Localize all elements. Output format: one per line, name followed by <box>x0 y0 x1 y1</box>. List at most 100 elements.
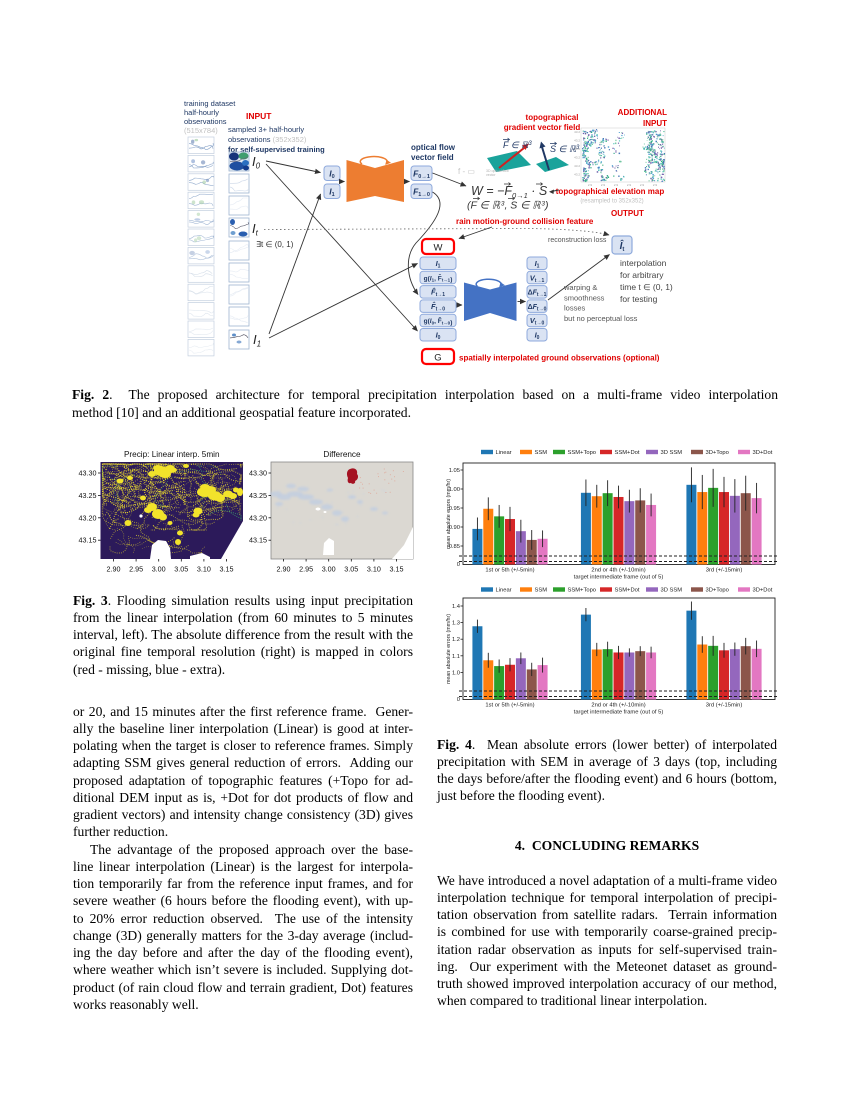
svg-text:43.2: 43.2 <box>574 156 580 160</box>
svg-text:Linear: Linear <box>496 588 512 594</box>
svg-text:It: It <box>252 221 259 238</box>
svg-text:I1: I1 <box>253 332 261 349</box>
svg-text:0.90: 0.90 <box>449 525 460 531</box>
svg-text:1st or 5th (+/-5min): 1st or 5th (+/-5min) <box>485 568 534 574</box>
svg-text:I0: I0 <box>252 154 261 171</box>
svg-text:(resampled to 352x352): (resampled to 352x352) <box>580 199 643 205</box>
svg-text:Linear: Linear <box>496 450 512 456</box>
svg-text:INPUT: INPUT <box>246 111 272 121</box>
svg-text:43.20: 43.20 <box>79 513 97 522</box>
svg-text:for self-supervised training: for self-supervised training <box>228 145 325 154</box>
svg-text:0: 0 <box>457 562 460 568</box>
svg-text:3.15: 3.15 <box>390 565 404 574</box>
svg-text:F̂t→1: F̂t→1 <box>431 287 445 298</box>
svg-text:(F ∈ ℝ3, S ∈ ℝ3): (F ∈ ℝ3, S ∈ ℝ3) <box>467 200 549 212</box>
svg-text:f - ▭: f - ▭ <box>458 167 475 176</box>
svg-text:0: 0 <box>457 697 460 703</box>
svg-text:target intermediate frame (out: target intermediate frame (out of 5) <box>574 575 664 581</box>
svg-text:3.10: 3.10 <box>197 565 211 574</box>
svg-text:2.9: 2.9 <box>653 183 658 187</box>
svg-text:Difference: Difference <box>323 450 361 459</box>
svg-text:losses: losses <box>564 304 586 313</box>
svg-text:half-hourly: half-hourly <box>184 108 219 117</box>
svg-text:2.9: 2.9 <box>588 183 593 187</box>
svg-text:1.3: 1.3 <box>452 621 460 627</box>
svg-text:Precip: Linear interp. 5min: Precip: Linear interp. 5min <box>124 450 220 459</box>
svg-text:2.9: 2.9 <box>614 183 619 187</box>
svg-text:F1→0: F1→0 <box>413 187 430 199</box>
svg-text:SSM: SSM <box>535 450 548 456</box>
svg-text:g(I1, F̂t→1): g(I1, F̂t→1) <box>424 273 453 283</box>
svg-text:topographical elevation map: topographical elevation map <box>556 187 665 196</box>
svg-text:43.2: 43.2 <box>574 147 580 151</box>
svg-text:W: W <box>434 243 443 254</box>
svg-text:topographical: topographical <box>526 113 579 122</box>
svg-text:SSM+Dot: SSM+Dot <box>615 450 640 456</box>
svg-text:SSM+Topo: SSM+Topo <box>568 588 597 594</box>
svg-text:I1: I1 <box>329 187 334 199</box>
svg-text:mean absolute errors (mm/hr): mean absolute errors (mm/hr) <box>446 614 452 684</box>
svg-text:F ∈ ℝ3: F ∈ ℝ3 <box>503 140 532 150</box>
svg-text:3.05: 3.05 <box>174 565 188 574</box>
svg-text:3D+Topo: 3D+Topo <box>706 588 729 594</box>
svg-text:Ît: Ît <box>620 239 625 253</box>
svg-text:Vt→0: Vt→0 <box>530 316 545 327</box>
svg-text:I1: I1 <box>436 259 441 270</box>
svg-text:I0: I0 <box>535 331 540 342</box>
svg-text:3D SSM: 3D SSM <box>661 588 683 594</box>
svg-text:2.95: 2.95 <box>129 565 143 574</box>
svg-text:g(I0, F̂t→0): g(I0, F̂t→0) <box>424 316 453 326</box>
svg-text:I1: I1 <box>535 259 540 270</box>
svg-text:SSM+Topo: SSM+Topo <box>568 450 597 456</box>
svg-text:for testing: for testing <box>620 294 658 304</box>
svg-text:1.1: 1.1 <box>452 654 460 660</box>
svg-text:S ∈ ℝ3: S ∈ ℝ3 <box>550 144 580 154</box>
svg-text:1.4: 1.4 <box>452 604 461 610</box>
svg-text:43.30: 43.30 <box>249 469 267 478</box>
svg-text:1.2: 1.2 <box>452 637 460 643</box>
svg-text:2.9: 2.9 <box>640 183 645 187</box>
svg-text:43.30: 43.30 <box>79 469 97 478</box>
svg-text:3D+Topo: 3D+Topo <box>706 450 729 456</box>
svg-text:3.00: 3.00 <box>322 565 336 574</box>
svg-text:3D+Dot: 3D+Dot <box>753 588 773 594</box>
svg-text:1.00: 1.00 <box>449 487 460 493</box>
svg-text:sampled 3+ half-hourly: sampled 3+ half-hourly <box>228 125 304 134</box>
svg-text:43.15: 43.15 <box>249 536 267 545</box>
svg-text:warping &: warping & <box>563 283 597 292</box>
svg-text:0.95: 0.95 <box>449 506 460 512</box>
svg-text:INPUT: INPUT <box>643 119 667 128</box>
svg-text:43.25: 43.25 <box>79 491 97 500</box>
svg-text:3.05: 3.05 <box>344 565 358 574</box>
svg-text:2nd or 4th (+/-10min): 2nd or 4th (+/-10min) <box>591 703 645 709</box>
svg-text:2nd or 4th (+/-10min): 2nd or 4th (+/-10min) <box>591 568 645 574</box>
svg-text:mean absolute errors (mm/hr): mean absolute errors (mm/hr) <box>446 479 452 549</box>
svg-text:∃t ∈ (0, 1): ∃t ∈ (0, 1) <box>256 240 294 249</box>
svg-text:ΔFt→0: ΔFt→0 <box>528 304 547 313</box>
svg-text:G: G <box>434 353 441 364</box>
svg-text:3rd (+/-15min): 3rd (+/-15min) <box>706 703 743 709</box>
svg-text:43.15: 43.15 <box>79 536 97 545</box>
svg-text:3D optical flow: 3D optical flow <box>486 169 509 173</box>
svg-text:for arbitrary: for arbitrary <box>620 270 664 280</box>
svg-text:2.95: 2.95 <box>299 565 313 574</box>
svg-text:I0: I0 <box>436 331 441 342</box>
svg-text:43.2: 43.2 <box>574 139 580 143</box>
svg-text:43.25: 43.25 <box>249 491 267 500</box>
svg-text:observations (352x352): observations (352x352) <box>228 135 307 144</box>
svg-text:1.0: 1.0 <box>452 670 460 676</box>
svg-text:I0: I0 <box>329 169 334 181</box>
svg-text:3rd (+/-15min): 3rd (+/-15min) <box>706 568 743 574</box>
svg-text:0.85: 0.85 <box>449 544 460 550</box>
svg-text:3.00: 3.00 <box>152 565 166 574</box>
svg-text:SSM+Dot: SSM+Dot <box>615 588 640 594</box>
svg-text:spatially interpolated ground: spatially interpolated ground observatio… <box>459 354 660 363</box>
svg-text:43.20: 43.20 <box>249 513 267 522</box>
svg-text:ΔFt→1: ΔFt→1 <box>528 290 547 299</box>
svg-text:target intermediate frame (out: target intermediate frame (out of 5) <box>574 710 664 716</box>
svg-text:reconstruction loss: reconstruction loss <box>548 237 607 244</box>
svg-text:optical flow: optical flow <box>411 143 456 152</box>
svg-text:1st or 5th (+/-5min): 1st or 5th (+/-5min) <box>485 703 534 709</box>
svg-text:2.90: 2.90 <box>107 565 121 574</box>
svg-text:time t ∈ (0, 1): time t ∈ (0, 1) <box>620 282 673 292</box>
